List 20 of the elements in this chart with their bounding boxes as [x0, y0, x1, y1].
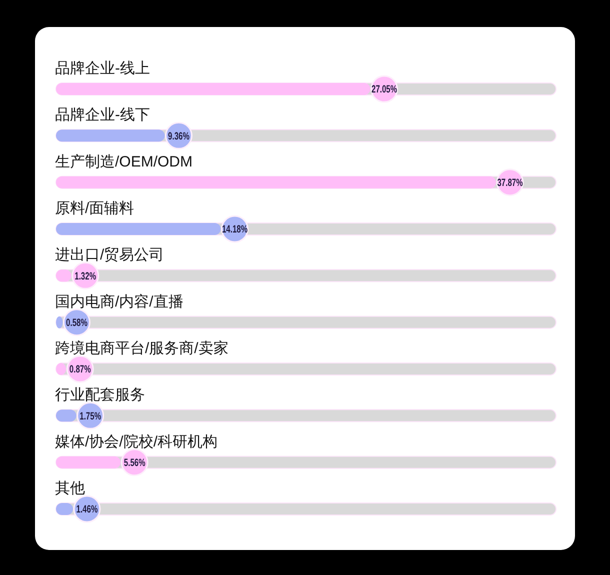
category-label: 原料/面辅料	[55, 200, 134, 217]
category-label: 品牌企业-线下	[55, 106, 150, 124]
value-label: 37.87%	[497, 176, 523, 188]
category-label: 行业配套服务	[55, 386, 145, 404]
category-label: 国内电商/内容/直播	[55, 293, 184, 310]
value-label: 14.18%	[222, 224, 248, 235]
category-label: 品牌企业-线上	[55, 60, 150, 77]
category-label: 媒体/协会/院校/科研机构	[55, 433, 218, 450]
value-label: 1.32%	[74, 270, 96, 282]
value-label: 1.75%	[80, 410, 102, 422]
value-label: 0.58%	[66, 316, 88, 328]
value-label: 9.36%	[168, 130, 190, 142]
category-label: 跨境电商平台/服务商/卖家	[55, 340, 228, 357]
value-label: 1.46%	[76, 504, 98, 515]
value-label: 5.56%	[124, 456, 146, 468]
value-label: 0.87%	[69, 364, 91, 375]
category-label: 进出口/贸易公司	[55, 246, 164, 264]
category-label: 其他	[55, 480, 85, 497]
category-label: 生产制造/OEM/ODM	[55, 153, 192, 170]
value-label: 27.05%	[372, 84, 398, 95]
